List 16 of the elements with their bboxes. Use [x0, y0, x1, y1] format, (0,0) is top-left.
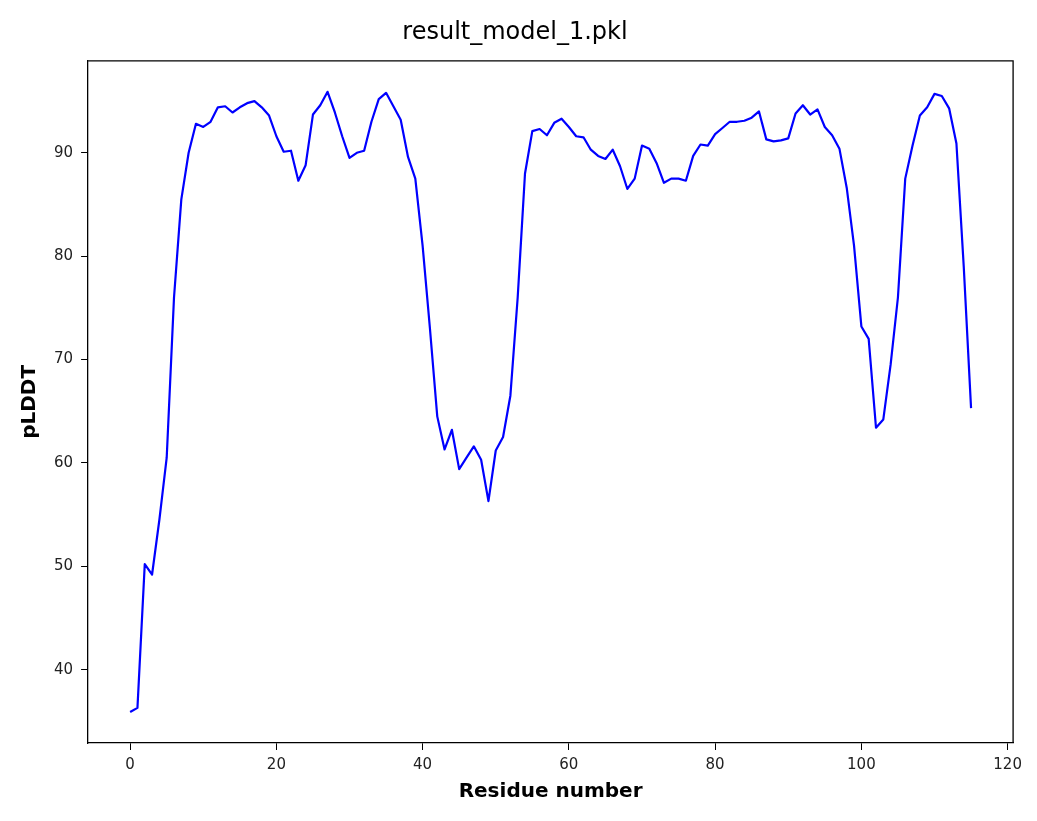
y-tick-label: 60 — [53, 452, 74, 471]
y-tick-label: 50 — [53, 556, 74, 575]
y-tick-label: 40 — [53, 659, 74, 678]
y-axis-title: pLDDT — [16, 364, 41, 439]
x-tick-label: 60 — [559, 754, 579, 773]
x-axis-title: Residue number — [458, 778, 643, 803]
y-tick-label: 90 — [53, 142, 74, 161]
y-tick-label: 80 — [53, 246, 74, 265]
x-tick-label: 20 — [266, 754, 286, 773]
x-tick-label: 100 — [847, 754, 876, 773]
chart-title: result_model_1.pkl — [402, 16, 628, 45]
x-tick-label: 0 — [125, 754, 135, 773]
x-tick-label: 40 — [413, 754, 433, 773]
x-tick-label: 120 — [993, 754, 1022, 773]
y-tick-label: 70 — [53, 349, 74, 368]
x-tick-label: 80 — [705, 754, 725, 773]
